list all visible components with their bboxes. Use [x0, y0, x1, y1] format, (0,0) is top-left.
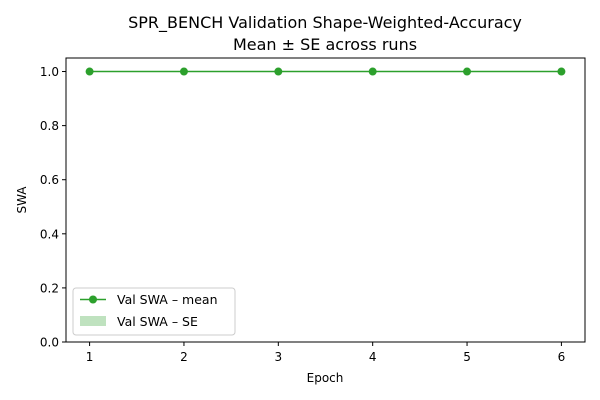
x-axis-ticks: 1 2 3 4 5 6 [86, 342, 565, 364]
y-axis-label: SWA [15, 186, 29, 214]
mean-data-point [179, 67, 188, 76]
y-tick-label: 1.0 [40, 65, 59, 79]
mean-data-point [274, 67, 283, 76]
y-tick-label: 0.6 [40, 173, 59, 187]
mean-markers-group [85, 67, 566, 76]
x-tick-label: 5 [463, 350, 471, 364]
x-tick-label: 2 [180, 350, 188, 364]
x-tick-label: 3 [274, 350, 282, 364]
chart-title: SPR_BENCH Validation Shape-Weighted-Accu… [128, 13, 522, 33]
x-tick-label: 6 [558, 350, 566, 364]
legend-mean-marker [89, 295, 97, 304]
y-tick-label: 0.2 [40, 281, 59, 295]
y-tick-label: 0.8 [40, 119, 59, 133]
mean-data-point [85, 67, 94, 76]
mean-data-point [368, 67, 377, 76]
mean-data-point [557, 67, 566, 76]
legend-box [72, 287, 236, 336]
mean-data-point [463, 67, 472, 76]
legend-label-se: Val SWA – SE [117, 314, 198, 329]
y-axis-ticks: 0.0 0.2 0.4 0.6 0.8 1.0 [40, 65, 66, 350]
legend-se-swatch [80, 316, 106, 326]
y-tick-label: 0.4 [40, 227, 59, 241]
x-tick-label: 4 [369, 350, 377, 364]
x-tick-label: 1 [86, 350, 94, 364]
legend: Val SWA – mean Val SWA – SE [72, 287, 236, 336]
y-tick-label: 0.0 [40, 336, 59, 350]
legend-label-mean: Val SWA – mean [117, 292, 218, 307]
plot-area [85, 67, 566, 76]
plot-frame [65, 57, 586, 343]
chart-subtitle: Mean ± SE across runs [233, 35, 417, 54]
x-axis-label: Epoch [307, 371, 344, 385]
